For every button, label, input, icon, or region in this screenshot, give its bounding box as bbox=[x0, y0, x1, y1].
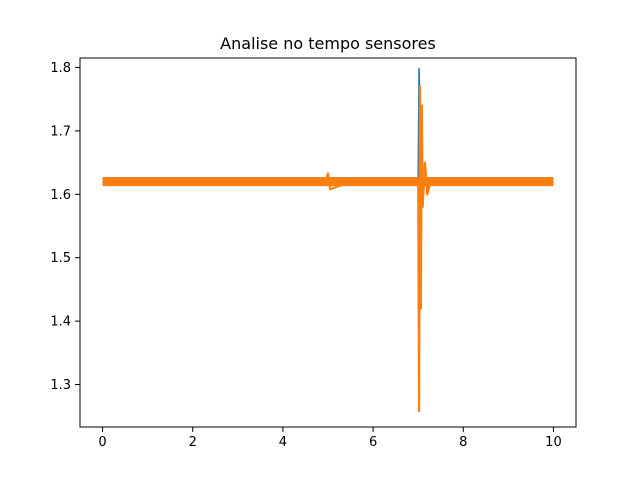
x-tick-label: 6 bbox=[369, 435, 377, 450]
x-axis: 0 2 4 6 8 10 bbox=[98, 427, 562, 450]
series-2-noise-band bbox=[102, 177, 554, 187]
y-tick-label: 1.5 bbox=[50, 251, 71, 266]
plot-frame bbox=[79, 57, 577, 428]
y-tick-label: 1.4 bbox=[50, 315, 71, 330]
y-axis: 1.3 1.4 1.5 1.6 1.7 1.8 bbox=[50, 61, 80, 393]
series-layer bbox=[102, 67, 554, 413]
x-tick-label: 0 bbox=[98, 435, 106, 450]
x-tick-label: 8 bbox=[459, 435, 467, 450]
x-tick-label: 2 bbox=[189, 435, 197, 450]
chart-title: Analise no tempo sensores bbox=[220, 34, 436, 53]
x-tick-label: 4 bbox=[279, 435, 287, 450]
y-tick-label: 1.8 bbox=[50, 61, 71, 76]
y-tick-label: 1.3 bbox=[50, 378, 71, 393]
series-2-line bbox=[102, 85, 554, 413]
y-tick-label: 1.7 bbox=[50, 124, 71, 139]
x-tick-label: 10 bbox=[545, 435, 562, 450]
y-tick-label: 1.6 bbox=[50, 188, 71, 203]
series-2 bbox=[102, 85, 554, 413]
